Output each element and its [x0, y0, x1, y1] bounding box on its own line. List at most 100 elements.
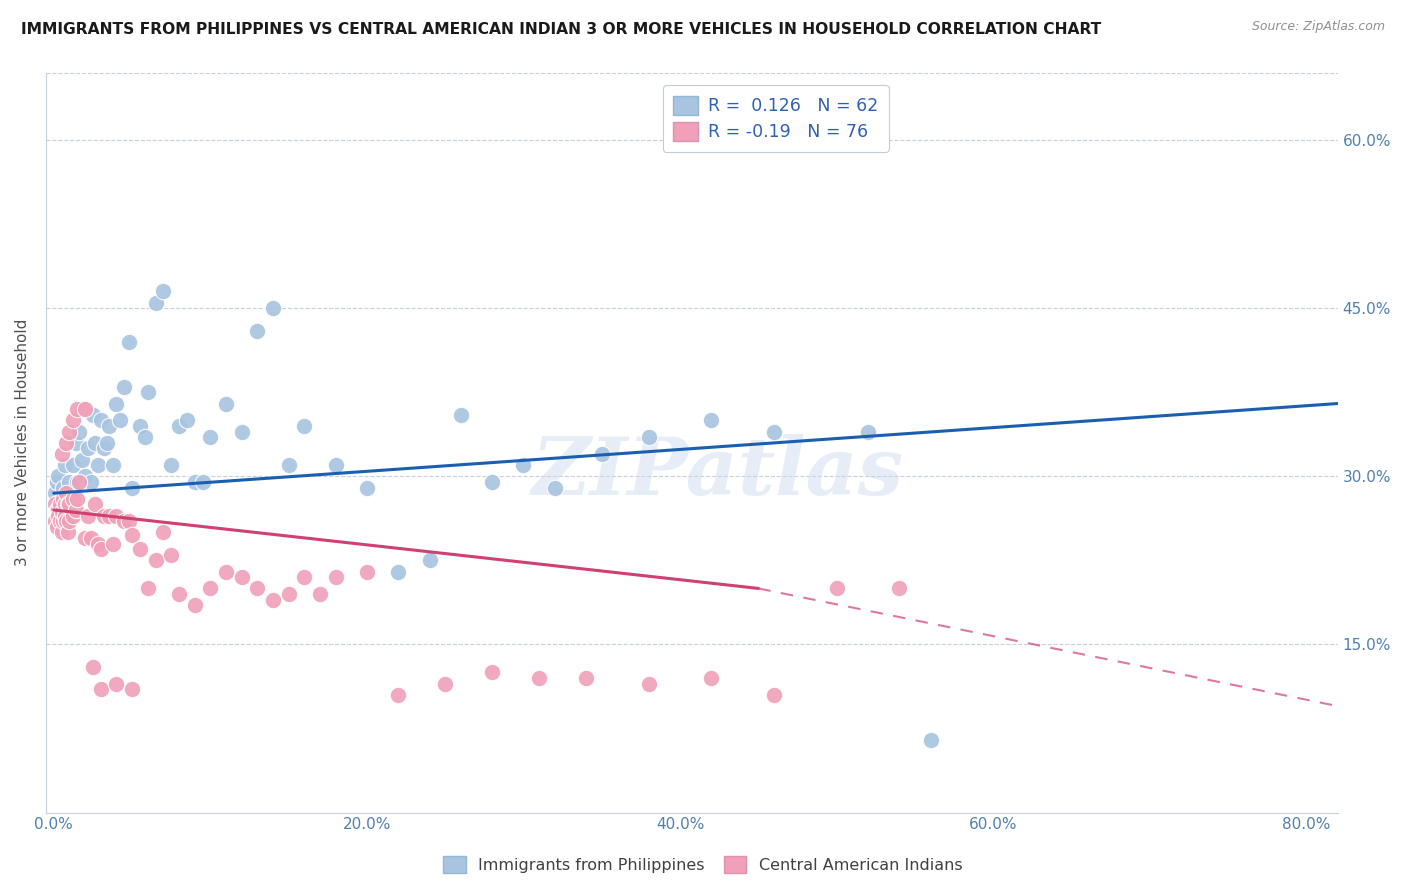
- Point: [215, 396, 238, 410]
- Point: [77, 508, 100, 523]
- Point: [58, 475, 80, 489]
- Point: [62, 413, 84, 427]
- Point: [387, 565, 409, 579]
- Point: [121, 481, 143, 495]
- Point: [75, 469, 97, 483]
- Point: [160, 548, 183, 562]
- Point: [700, 413, 723, 427]
- Point: [292, 419, 315, 434]
- Point: [183, 599, 205, 613]
- Point: [145, 295, 167, 310]
- Point: [62, 491, 84, 506]
- Point: [97, 419, 120, 434]
- Point: [129, 419, 152, 434]
- Point: [58, 514, 80, 528]
- Point: [134, 430, 156, 444]
- Point: [45, 520, 67, 534]
- Point: [80, 531, 103, 545]
- Point: [215, 565, 238, 579]
- Point: [129, 542, 152, 557]
- Point: [591, 447, 613, 461]
- Point: [93, 508, 115, 523]
- Point: [183, 475, 205, 489]
- Point: [277, 458, 299, 472]
- Point: [66, 402, 89, 417]
- Point: [121, 682, 143, 697]
- Point: [65, 435, 87, 450]
- Point: [387, 688, 409, 702]
- Point: [48, 469, 70, 483]
- Point: [152, 285, 174, 299]
- Legend: R =  0.126   N = 62, R = -0.19   N = 76: R = 0.126 N = 62, R = -0.19 N = 76: [662, 86, 889, 152]
- Point: [67, 425, 90, 439]
- Point: [44, 497, 66, 511]
- Point: [82, 660, 104, 674]
- Point: [53, 497, 76, 511]
- Point: [70, 402, 93, 417]
- Point: [419, 553, 441, 567]
- Point: [75, 402, 97, 417]
- Point: [231, 425, 253, 439]
- Point: [86, 458, 108, 472]
- Point: [52, 514, 75, 528]
- Point: [434, 676, 457, 690]
- Point: [762, 425, 785, 439]
- Point: [58, 497, 80, 511]
- Point: [53, 458, 76, 472]
- Point: [292, 570, 315, 584]
- Point: [45, 475, 67, 489]
- Point: [90, 542, 112, 557]
- Point: [325, 570, 347, 584]
- Point: [527, 671, 550, 685]
- Point: [45, 503, 67, 517]
- Point: [67, 475, 90, 489]
- Point: [56, 497, 79, 511]
- Point: [105, 396, 128, 410]
- Point: [176, 413, 198, 427]
- Point: [481, 665, 503, 680]
- Point: [44, 514, 66, 528]
- Text: IMMIGRANTS FROM PHILIPPINES VS CENTRAL AMERICAN INDIAN 3 OR MORE VEHICLES IN HOU: IMMIGRANTS FROM PHILIPPINES VS CENTRAL A…: [21, 22, 1101, 37]
- Point: [167, 587, 190, 601]
- Point: [56, 486, 79, 500]
- Point: [118, 334, 141, 349]
- Point: [48, 508, 70, 523]
- Legend: Immigrants from Philippines, Central American Indians: Immigrants from Philippines, Central Ame…: [437, 849, 969, 880]
- Point: [97, 508, 120, 523]
- Y-axis label: 3 or more Vehicles in Household: 3 or more Vehicles in Household: [15, 319, 30, 566]
- Point: [66, 491, 89, 506]
- Point: [75, 531, 97, 545]
- Point: [66, 475, 89, 489]
- Point: [200, 582, 222, 596]
- Point: [44, 486, 66, 500]
- Point: [167, 419, 190, 434]
- Point: [200, 430, 222, 444]
- Point: [136, 385, 159, 400]
- Point: [55, 486, 77, 500]
- Point: [512, 458, 534, 472]
- Point: [160, 458, 183, 472]
- Point: [356, 481, 378, 495]
- Point: [51, 525, 73, 540]
- Point: [450, 408, 472, 422]
- Point: [58, 425, 80, 439]
- Point: [309, 587, 332, 601]
- Point: [52, 491, 75, 506]
- Point: [93, 442, 115, 456]
- Point: [105, 676, 128, 690]
- Point: [70, 452, 93, 467]
- Point: [105, 508, 128, 523]
- Point: [262, 592, 284, 607]
- Point: [118, 514, 141, 528]
- Point: [83, 497, 105, 511]
- Point: [277, 587, 299, 601]
- Point: [51, 447, 73, 461]
- Point: [108, 413, 131, 427]
- Point: [231, 570, 253, 584]
- Point: [55, 435, 77, 450]
- Point: [136, 582, 159, 596]
- Point: [96, 435, 118, 450]
- Text: Source: ZipAtlas.com: Source: ZipAtlas.com: [1251, 20, 1385, 33]
- Point: [56, 525, 79, 540]
- Point: [246, 324, 269, 338]
